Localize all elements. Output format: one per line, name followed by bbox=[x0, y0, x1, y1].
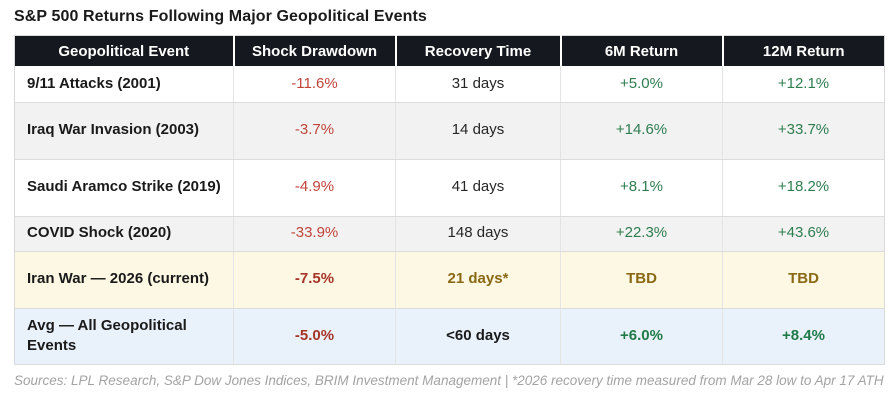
table-row-911: 9/11 Attacks (2001) -11.6% 31 days +5.0%… bbox=[14, 66, 885, 103]
sources-footnote: Sources: LPL Research, S&P Dow Jones Ind… bbox=[14, 372, 884, 388]
table-row-average: Avg — All Geopolitical Events -5.0% <60 … bbox=[14, 308, 885, 365]
column-header-event: Geopolitical Event bbox=[14, 35, 235, 66]
column-header-drawdown: Shock Drawdown bbox=[233, 35, 397, 66]
event-name: COVID Shock (2020) bbox=[14, 216, 234, 252]
event-name: Saudi Aramco Strike (2019) bbox=[14, 159, 234, 217]
return-12m-value: +18.2% bbox=[722, 159, 885, 217]
page-title: S&P 500 Returns Following Major Geopolit… bbox=[14, 8, 427, 25]
drawdown-value: -3.7% bbox=[233, 102, 396, 160]
return-12m-value: +33.7% bbox=[722, 102, 885, 160]
return-6m-value: +8.1% bbox=[560, 159, 723, 217]
return-12m-value: +8.4% bbox=[722, 308, 885, 365]
table-header-row: Geopolitical Event Shock Drawdown Recove… bbox=[14, 35, 885, 66]
table-row-covid-shock: COVID Shock (2020) -33.9% 148 days +22.3… bbox=[14, 216, 885, 252]
return-12m-value: TBD bbox=[722, 251, 885, 309]
event-name: Iran War — 2026 (current) bbox=[14, 251, 234, 309]
return-6m-value: TBD bbox=[560, 251, 723, 309]
event-name: Iraq War Invasion (2003) bbox=[14, 102, 234, 160]
page-container: S&P 500 Returns Following Major Geopolit… bbox=[14, 8, 885, 388]
event-name: 9/11 Attacks (2001) bbox=[14, 66, 234, 103]
return-6m-value: +5.0% bbox=[560, 66, 723, 103]
recovery-value: 41 days bbox=[395, 159, 561, 217]
recovery-value: 21 days* bbox=[395, 251, 561, 309]
table-row-iran-war-current: Iran War — 2026 (current) -7.5% 21 days*… bbox=[14, 251, 885, 309]
return-12m-value: +12.1% bbox=[722, 66, 885, 103]
column-header-6m: 6M Return bbox=[560, 35, 724, 66]
recovery-value: 14 days bbox=[395, 102, 561, 160]
drawdown-value: -33.9% bbox=[233, 216, 396, 252]
return-6m-value: +14.6% bbox=[560, 102, 723, 160]
drawdown-value: -5.0% bbox=[233, 308, 396, 365]
table-row-iraq-war: Iraq War Invasion (2003) -3.7% 14 days +… bbox=[14, 102, 885, 160]
drawdown-value: -11.6% bbox=[233, 66, 396, 103]
return-6m-value: +6.0% bbox=[560, 308, 723, 365]
geopolitical-events-table: Geopolitical Event Shock Drawdown Recove… bbox=[14, 35, 885, 365]
return-6m-value: +22.3% bbox=[560, 216, 723, 252]
recovery-value: 31 days bbox=[395, 66, 561, 103]
table-row-saudi-aramco: Saudi Aramco Strike (2019) -4.9% 41 days… bbox=[14, 159, 885, 217]
column-header-12m: 12M Return bbox=[722, 35, 885, 66]
column-header-recovery: Recovery Time bbox=[395, 35, 562, 66]
drawdown-value: -7.5% bbox=[233, 251, 396, 309]
drawdown-value: -4.9% bbox=[233, 159, 396, 217]
event-name: Avg — All Geopolitical Events bbox=[14, 308, 234, 365]
recovery-value: <60 days bbox=[395, 308, 561, 365]
return-12m-value: +43.6% bbox=[722, 216, 885, 252]
recovery-value: 148 days bbox=[395, 216, 561, 252]
